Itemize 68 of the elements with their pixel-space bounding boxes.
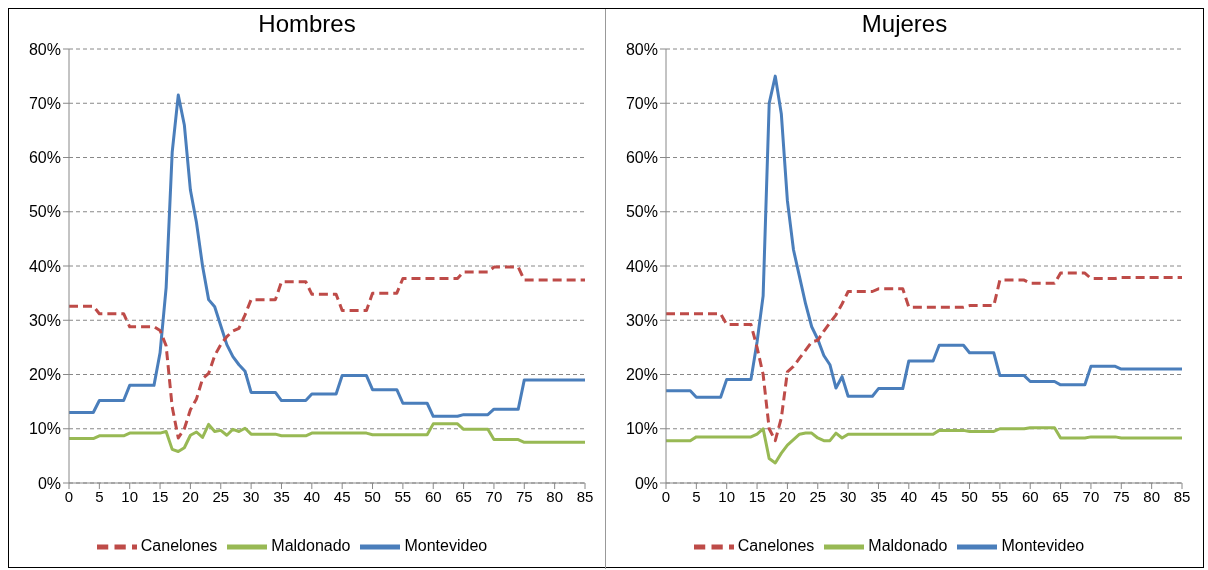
y-tick-label: 80% [28,40,61,58]
line-series [69,422,585,454]
x-tick-label: 70 [485,487,503,505]
x-tick-label: 60 [1021,487,1039,505]
y-tick-label: 30% [625,311,658,329]
legend-label: Maldonado [868,537,948,555]
y-tick-label: 60% [625,149,658,167]
x-tick-label: 85 [576,487,594,505]
x-tick-label: 50 [364,487,381,505]
legend-label: Canelones [737,537,815,555]
x-tick-label: 30 [839,487,857,505]
y-tick-label: 10% [28,420,61,438]
x-tick-label: 60 [424,487,442,505]
line-series [666,74,1182,399]
y-tick-label: 20% [28,366,61,384]
y-tick-label: 20% [625,366,658,384]
chart-title: Mujeres [860,9,949,39]
x-tick-label: 50 [961,487,978,505]
y-tick-label: 50% [28,203,61,221]
chart-title: Hombres [257,9,357,39]
y-tick-label: 40% [625,257,658,275]
x-tick-label: 85 [1173,487,1191,505]
x-tick-label: 10 [718,487,736,505]
x-tick-label: 40 [303,487,321,505]
x-tick-label: 10 [121,487,139,505]
x-tick-label: 55 [394,487,412,505]
x-tick-label: 75 [515,487,533,505]
x-tick-label: 15 [748,487,766,505]
x-tick-label: 5 [95,487,104,505]
x-tick-label: 75 [1112,487,1130,505]
x-tick-label: 35 [870,487,887,505]
y-tick-label: 40% [28,257,61,275]
x-tick-label: 80 [1143,487,1160,505]
x-tick-label: 40 [900,487,918,505]
y-tick-label: 0% [634,474,658,492]
x-tick-label: 0 [661,487,671,505]
x-tick-label: 65 [1052,487,1069,505]
y-tick-label: 60% [28,149,61,167]
legend-label: Montevideo [404,537,488,555]
line-series [666,271,1182,443]
x-tick-label: 35 [273,487,290,505]
line-series [69,265,585,440]
x-tick-label: 0 [64,487,74,505]
x-tick-label: 20 [779,487,796,505]
y-tick-label: 10% [625,420,658,438]
x-tick-label: 80 [546,487,563,505]
line-series [666,426,1182,465]
x-tick-label: 15 [151,487,169,505]
x-tick-label: 55 [991,487,1009,505]
x-tick-label: 25 [212,487,230,505]
x-tick-label: 25 [809,487,827,505]
y-tick-label: 80% [625,40,658,58]
y-tick-label: 70% [28,94,61,112]
x-tick-label: 20 [182,487,199,505]
y-tick-label: 0% [37,474,61,492]
line-series [69,93,585,418]
x-tick-label: 5 [692,487,701,505]
y-tick-label: 30% [28,311,61,329]
y-tick-label: 50% [625,203,658,221]
legend-label: Maldonado [271,537,351,555]
x-tick-label: 70 [1082,487,1100,505]
x-tick-label: 30 [242,487,260,505]
y-tick-label: 70% [625,94,658,112]
x-tick-label: 45 [930,487,948,505]
legend-label: Montevideo [1001,537,1085,555]
legend-label: Canelones [140,537,218,555]
x-tick-label: 65 [455,487,472,505]
x-tick-label: 45 [333,487,351,505]
